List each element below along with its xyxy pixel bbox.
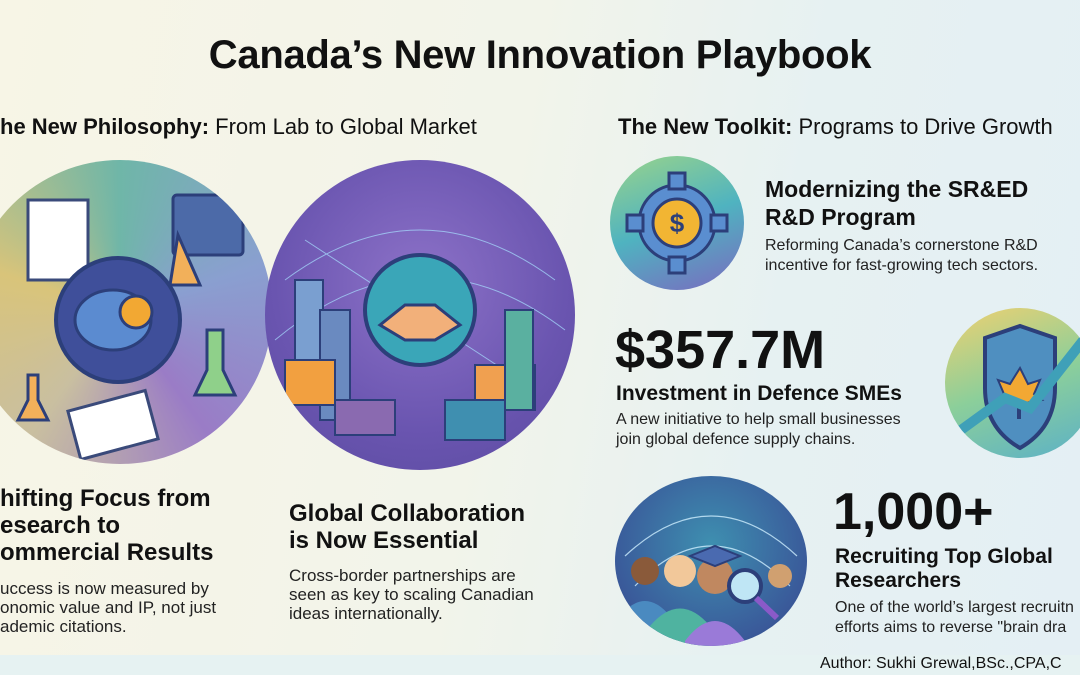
globe-researchers-icon xyxy=(615,476,807,646)
toolkit-body-researchers: One of the world’s largest recruitn effor… xyxy=(835,599,1074,636)
philosophy-heading-1: hifting Focus from esearch to ommercial Re… xyxy=(0,485,214,566)
stat-researchers: 1,000+ xyxy=(833,483,994,541)
toolkit-body-defence: A new initiative to help small businesse… xyxy=(616,411,901,448)
toolkit-heading-researchers: Recruiting Top Global Researchers xyxy=(835,545,1053,592)
toolkit-body-srd: Reforming Canada’s cornerstone R&D incent… xyxy=(765,237,1039,274)
shield-maple-leaf-icon xyxy=(945,308,1080,458)
philosophy-body-1: uccess is now measured by onomic value an… xyxy=(0,579,217,636)
author-credit: Author: Sukhi Grewal,BSc.,CPA,C xyxy=(820,655,1062,672)
svg-text:$: $ xyxy=(670,208,685,238)
philosophy-heading-2: Global Collaboration is Now Essential xyxy=(289,500,526,554)
brain-lab-icon xyxy=(0,160,272,464)
page-title: Canada’s New Innovation Playbook xyxy=(208,33,872,77)
gear-dollar-icon: $ xyxy=(610,156,744,290)
toolkit-heading-defence: Investment in Defence SMEs xyxy=(616,382,902,405)
philosophy-body-2: Cross-border partnerships are seen as key… xyxy=(289,566,534,623)
section-label-philosophy: he New Philosophy: From Lab to Global Ma… xyxy=(0,114,477,139)
stat-defence-investment: $357.7M xyxy=(615,320,826,380)
footer-band xyxy=(0,655,1080,675)
section-label-toolkit: The New Toolkit: Programs to Drive Growt… xyxy=(618,114,1053,139)
handshake-globe-icon xyxy=(265,160,575,470)
toolkit-heading-srd: Modernizing the SR&ED R&D Program xyxy=(765,176,1029,230)
